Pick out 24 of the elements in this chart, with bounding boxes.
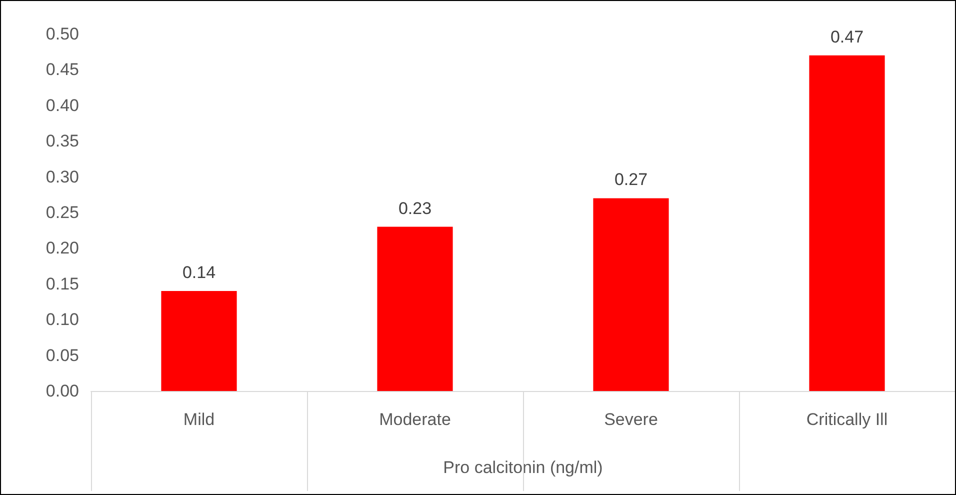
y-tick-label: 0.30 bbox=[46, 167, 79, 186]
y-tick-label: 0.00 bbox=[46, 382, 79, 400]
y-tick-label: 0.35 bbox=[46, 132, 79, 151]
bar bbox=[161, 291, 237, 391]
bar bbox=[809, 55, 885, 391]
x-tick-label: Severe bbox=[604, 410, 658, 429]
y-tick-label: 0.50 bbox=[46, 24, 79, 44]
data-label: 0.14 bbox=[182, 263, 216, 282]
y-tick-label: 0.05 bbox=[46, 346, 79, 365]
data-label: 0.23 bbox=[398, 198, 432, 218]
x-tick-label: Moderate bbox=[379, 410, 451, 429]
bar bbox=[377, 226, 453, 391]
y-tick-label: 0.20 bbox=[46, 238, 79, 258]
y-tick-label: 0.25 bbox=[46, 203, 79, 222]
y-tick-label: 0.15 bbox=[46, 274, 79, 294]
x-axis-title: Pro calcitonin (ng/ml) bbox=[443, 458, 603, 477]
x-tick-label: Critically Ill bbox=[806, 410, 888, 429]
y-tick-label: 0.40 bbox=[46, 96, 79, 115]
data-label: 0.47 bbox=[830, 27, 864, 46]
y-tick-label: 0.10 bbox=[46, 310, 79, 330]
y-tick-label: 0.45 bbox=[46, 60, 79, 80]
x-tick-label: Mild bbox=[183, 410, 215, 429]
bar bbox=[593, 198, 669, 391]
data-label: 0.27 bbox=[614, 170, 648, 190]
